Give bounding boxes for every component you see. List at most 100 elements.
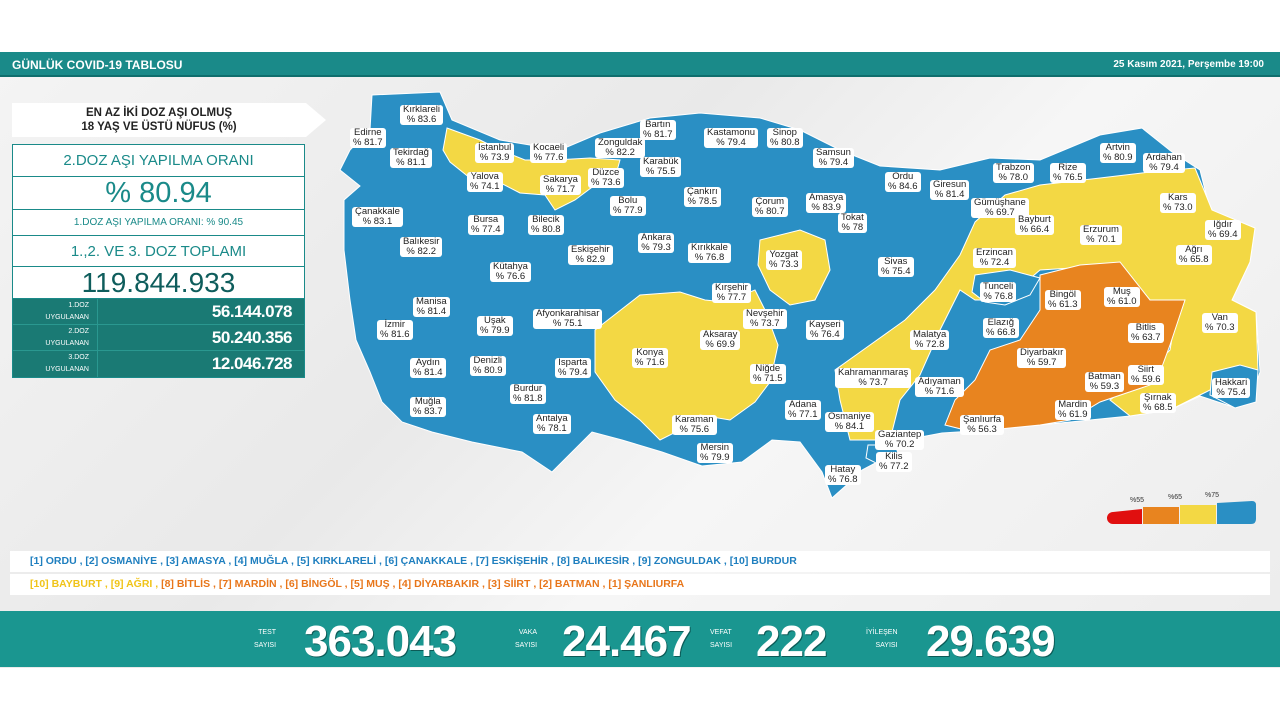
province-name: Düzce: [592, 167, 620, 178]
province-name: Mardin: [1058, 399, 1088, 410]
province-name: Elazığ: [987, 317, 1014, 328]
province-label: Diyarbakır% 59.7: [1017, 348, 1067, 368]
ranking-item: [8] BİTLİS ,: [161, 578, 219, 590]
legend-orange-segment: [1143, 507, 1179, 524]
province-label: Mersin% 79.9: [697, 443, 733, 463]
province-value: % 81.6: [380, 329, 410, 340]
province-label: Siirt% 59.6: [1128, 365, 1164, 385]
province-name: Gümüşhane: [974, 197, 1026, 208]
map-region-yellow-central: [594, 289, 779, 441]
province-name: Bolu: [618, 195, 638, 206]
ranking-item: [3] SİİRT ,: [487, 578, 540, 590]
province-name: Burdur: [513, 383, 543, 394]
province-label: Aydın% 81.4: [410, 358, 446, 378]
province-name: Tekirdağ: [393, 147, 429, 158]
province-value: % 79.9: [700, 452, 730, 463]
vaccine-heading-arrow: [306, 103, 326, 137]
province-label: Kastamonu% 79.4: [704, 127, 759, 148]
province-value: % 73.9: [479, 152, 510, 163]
total-doses-label: 1.,2. VE 3. DOZ TOPLAMI: [13, 236, 304, 267]
province-label: Gümüşhane% 69.7: [971, 198, 1029, 218]
dose2-value: 50.240.356: [211, 328, 293, 347]
province-name: Kars: [1168, 192, 1188, 203]
province-value: % 72.4: [979, 257, 1010, 268]
province-label: Kırklareli% 83.6: [400, 105, 443, 125]
recovered-count: 29.639: [926, 617, 1056, 666]
province-value: % 59.3: [1089, 381, 1120, 392]
province-value: % 73.0: [1163, 202, 1193, 213]
province-value: % 77.2: [879, 461, 909, 472]
ranking-item: [5] KIRKLARELİ ,: [296, 555, 385, 567]
province-label: Düzce% 73.6: [588, 168, 624, 188]
province-label: Bursa% 77.4: [468, 215, 504, 235]
province-name: Trabzon: [996, 162, 1031, 173]
province-label: Şırnak% 68.5: [1140, 393, 1176, 413]
province-name: Bartın: [645, 119, 671, 130]
province-name: Kütahya: [493, 261, 528, 272]
legend-threshold-55: %55: [1130, 497, 1145, 504]
province-name: Van: [1211, 312, 1228, 323]
province-name: Adıyaman: [918, 376, 961, 387]
province-label: Denizli% 80.9: [470, 356, 506, 376]
province-value: % 82.2: [605, 147, 635, 158]
province-label: Bilecik% 80.8: [528, 215, 564, 235]
province-value: % 71.5: [753, 373, 783, 384]
ranking-item: [4] MUĞLA ,: [234, 555, 297, 567]
death-label: VEFAT SAYISI: [710, 629, 733, 649]
province-label: Ağrı% 65.8: [1176, 245, 1212, 265]
province-value: % 78.5: [687, 196, 718, 207]
dose3-row: 3.DOZ UYGULANAN 12.046.728: [13, 351, 304, 377]
province-value: % 72.8: [914, 339, 945, 350]
province-value: % 75.5: [645, 166, 676, 177]
province-label: Zonguldak% 82.2: [595, 138, 646, 158]
province-value: % 69.9: [705, 339, 735, 350]
vaccine-panel: 2.DOZ AŞI YAPILMA ORANI % 80.94 1.DOZ AŞ…: [12, 144, 305, 378]
province-label: Çankırı% 78.5: [684, 187, 721, 207]
province-label: Sakarya% 71.7: [540, 175, 581, 195]
province-label: Ardahan% 79.4: [1143, 153, 1185, 173]
province-value: % 76.6: [495, 271, 526, 282]
province-name: Aksaray: [703, 329, 738, 340]
legend-threshold-75: %75: [1205, 492, 1220, 499]
province-label: Kilis% 77.2: [876, 452, 912, 472]
province-value: % 59.7: [1026, 357, 1057, 368]
province-value: % 73.7: [858, 377, 888, 388]
province-value: % 70.3: [1205, 322, 1235, 333]
province-name: Kırklareli: [403, 104, 440, 115]
province-name: Bayburt: [1018, 214, 1051, 225]
page-title: GÜNLÜK COVID-19 TABLOSU: [12, 58, 183, 72]
province-value: % 65.8: [1179, 254, 1209, 265]
test-count: 363.043: [304, 617, 457, 666]
legend-blue-segment: [1217, 501, 1256, 524]
province-value: % 81.7: [643, 129, 673, 140]
province-value: % 79.4: [818, 157, 849, 168]
province-value: % 83.7: [413, 406, 443, 417]
province-name: Kırıkkale: [691, 242, 728, 253]
province-label: Kahramanmaraş% 73.7: [835, 368, 912, 388]
province-label: Sinop% 80.8: [767, 128, 803, 148]
province-value: % 82.9: [575, 254, 606, 265]
province-name: Kayseri: [809, 319, 841, 330]
province-label: Tekirdağ% 81.1: [390, 148, 432, 168]
province-name: Kastamonu: [707, 127, 756, 138]
province-label: Osmaniye% 84.1: [825, 412, 874, 432]
province-value: % 68.5: [1143, 402, 1173, 413]
ranking-item: [9] ZONGULDAK ,: [638, 555, 730, 567]
province-value: % 79.4: [1149, 162, 1179, 173]
case-count: 24.467: [562, 617, 692, 666]
ranking-item: [8] BALIKESİR ,: [557, 555, 639, 567]
province-value: % 81.4: [934, 189, 965, 200]
province-name: Bingöl: [1049, 289, 1076, 300]
province-name: Kocaeli: [533, 142, 565, 153]
province-value: % 81.4: [416, 306, 447, 317]
province-value: % 66.8: [986, 327, 1016, 338]
province-label: Kocaeli% 77.6: [530, 142, 568, 163]
province-name: Afyonkarahisar: [536, 308, 600, 319]
province-label: Kars% 73.0: [1160, 193, 1196, 213]
province-label: Bayburt% 66.4: [1015, 215, 1054, 235]
province-label: Ordu% 84.6: [885, 172, 921, 192]
ranking-item: [5] MUŞ ,: [350, 578, 399, 590]
case-label: VAKA SAYISI: [515, 629, 538, 649]
province-value: % 82.2: [406, 246, 436, 257]
province-value: % 70.1: [1086, 234, 1116, 245]
